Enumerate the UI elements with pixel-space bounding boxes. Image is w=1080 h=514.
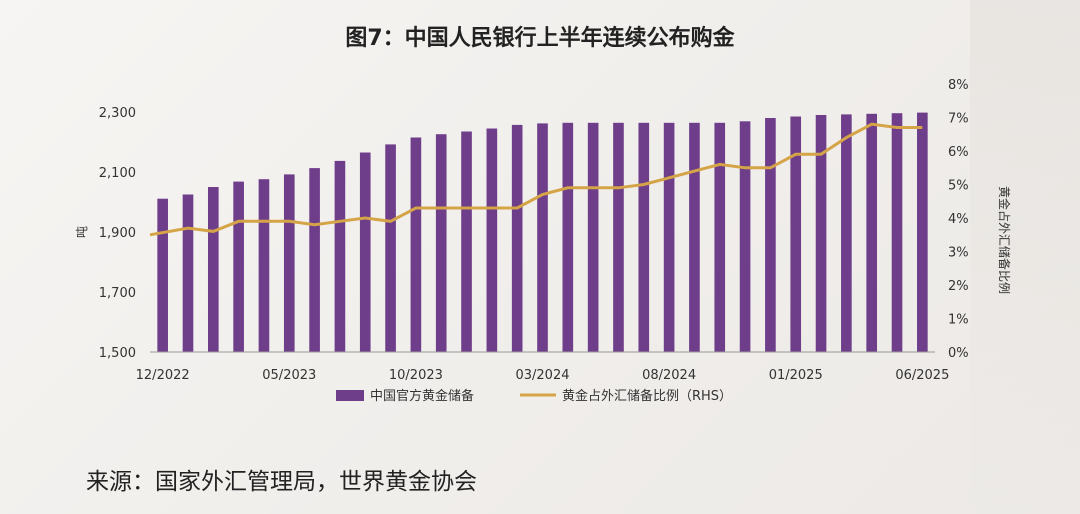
gold-reserve-bar (385, 144, 396, 352)
x-tick-label: 08/2024 (642, 368, 696, 383)
right-tick-label: 4% (948, 212, 969, 227)
left-tick-label: 2,100 (99, 166, 136, 181)
right-tick-label: 2% (948, 279, 969, 294)
gold-reserve-bar (461, 131, 472, 352)
gold-reserve-bar (486, 128, 498, 352)
right-axis-ticks: 0% 1% 2% 3% 4% 5% 6% 7% 8% (948, 78, 969, 361)
gold-reserve-bar (537, 123, 548, 353)
legend: 中国官方黄金储备 黄金占外汇储备比例（RHS） (336, 388, 732, 404)
right-tick-label: 5% (948, 179, 969, 194)
right-tick-label: 3% (948, 246, 969, 261)
x-tick-label: 01/2025 (769, 368, 823, 383)
decorative-background (970, 0, 1080, 514)
right-tick-label: 0% (948, 346, 969, 361)
gold-reserve-bar (866, 113, 878, 352)
gold-reserve-bar (587, 122, 599, 352)
x-tick-label: 10/2023 (389, 368, 443, 383)
left-tick-label: 1,900 (99, 226, 136, 241)
right-tick-label: 7% (948, 112, 969, 127)
gold-reserve-bar (334, 160, 346, 352)
gold-reserve-bar (638, 122, 650, 352)
gold-reserve-bar (790, 116, 802, 352)
gold-reserve-bar (663, 122, 675, 352)
gold-reserve-bar (739, 121, 751, 352)
gold-reserve-bar (258, 179, 270, 352)
chart-title: 图7：中国人民银行上半年连续公布购金 (345, 25, 735, 51)
gold-reserve-bar (309, 168, 320, 352)
gold-reserve-bar (233, 181, 244, 352)
right-tick-label: 6% (948, 145, 969, 160)
legend-bar-label: 中国官方黄金储备 (370, 388, 474, 404)
x-tick-label: 05/2023 (262, 368, 316, 383)
legend-line-label: 黄金占外汇储备比例（RHS） (562, 388, 732, 404)
gold-reserve-bar (207, 187, 219, 352)
gold-reserve-bar (435, 134, 447, 352)
y-axis-label-right: 黄金占外汇储备比例 (997, 186, 1012, 294)
ratio-line (149, 122, 923, 237)
gold-reserve-bar (283, 174, 295, 352)
y-axis-label-left: 吨 (75, 226, 89, 238)
legend-bar-swatch (336, 390, 364, 401)
gold-reserve-bar (410, 137, 422, 352)
gold-reserve-bar (917, 112, 928, 352)
x-axis-ticks: 12/2022 05/2023 10/2023 03/2024 08/2024 01/20… (136, 368, 950, 383)
gold-reserve-bar (841, 114, 852, 353)
right-tick-label: 1% (948, 313, 969, 328)
gold-reserve-bar (157, 198, 168, 352)
left-axis-ticks: 1,500 1,700 1,900 2,100 2,300 (99, 106, 136, 361)
x-tick-label: 12/2022 (136, 368, 190, 383)
x-tick-label: 06/2025 (895, 368, 949, 383)
left-tick-label: 2,300 (99, 106, 136, 121)
bar-series (157, 112, 928, 353)
x-tick-label: 03/2024 (515, 368, 569, 383)
gold-reserve-bar (815, 115, 827, 352)
gold-reserve-bar (891, 113, 903, 352)
gold-reserve-bar (613, 122, 624, 352)
gold-reserve-bar (562, 122, 574, 352)
gold-reserve-bar (182, 194, 194, 352)
gold-reserve-bar (714, 122, 726, 352)
gold-reserve-bar (765, 118, 776, 352)
source-note: 来源：国家外汇管理局，世界黄金协会 (86, 469, 477, 495)
gold-reserve-bar (689, 122, 700, 352)
right-tick-label: 8% (948, 78, 969, 93)
left-tick-label: 1,500 (99, 346, 136, 361)
left-tick-label: 1,700 (99, 286, 136, 301)
gold-reserve-bar (511, 124, 523, 353)
gold-reserve-bar (359, 152, 371, 352)
